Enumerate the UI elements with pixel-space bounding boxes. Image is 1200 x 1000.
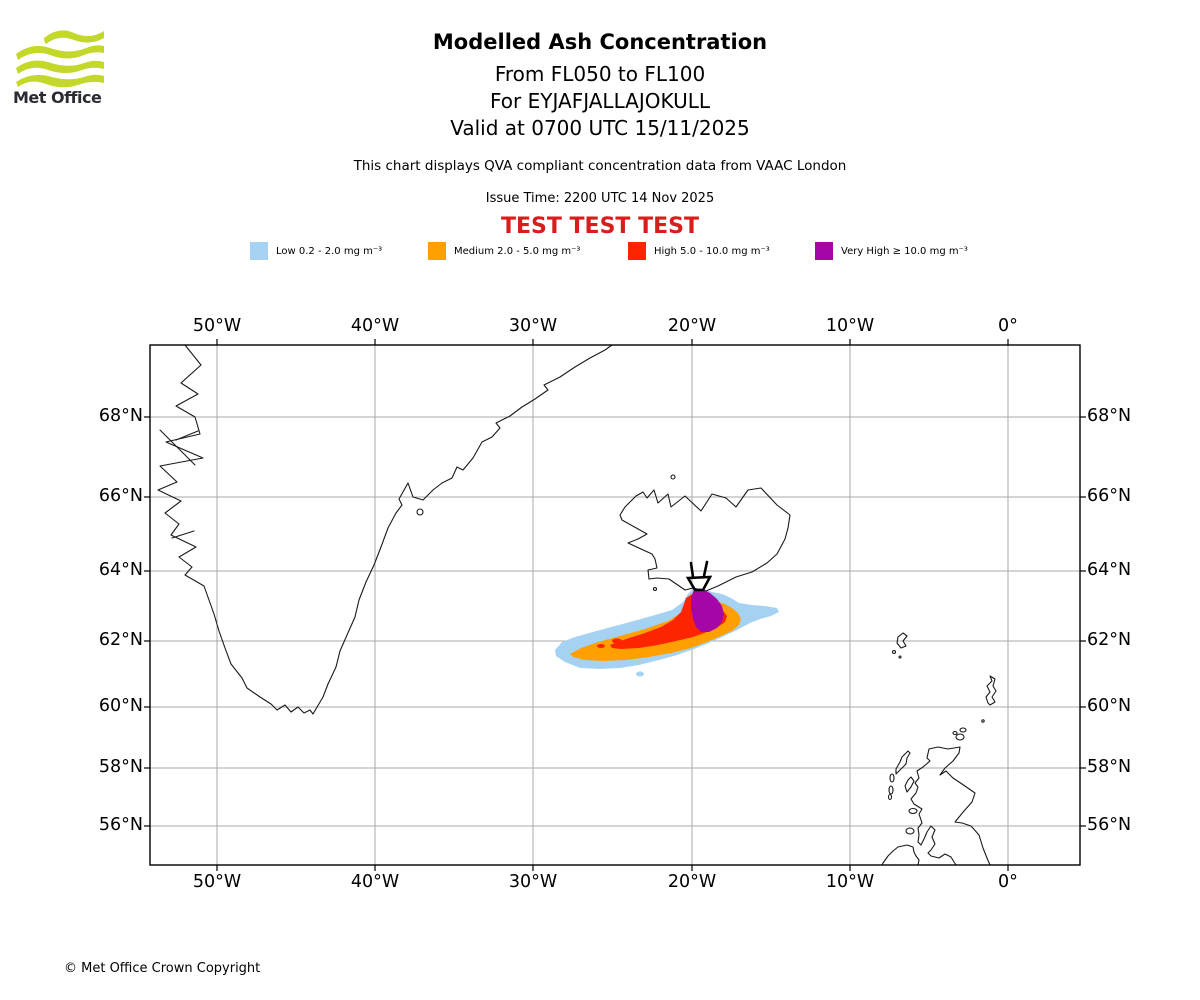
- lat-label-left-56n: 56°N: [98, 815, 143, 835]
- volcano-icon: [685, 560, 713, 592]
- lon-label-top-50w: 50°W: [192, 316, 242, 336]
- qva-note: This chart displays QVA compliant concen…: [353, 158, 847, 174]
- lat-label-right-62n: 62°N: [1087, 630, 1132, 650]
- lat-label-left-68n: 68°N: [98, 406, 143, 426]
- lat-label-right-68n: 68°N: [1087, 406, 1132, 426]
- lon-label-top-40w: 40°W: [350, 316, 400, 336]
- ash-high-speck-1: [597, 644, 605, 648]
- lon-label-bottom-30w: 30°W: [508, 872, 558, 892]
- lat-label-right-58n: 58°N: [1087, 757, 1132, 777]
- graticule-grid: [150, 345, 1080, 865]
- faroe-islands: [896, 632, 908, 649]
- legend-label-medium: Medium 2.0 - 5.0 mg m⁻³: [454, 246, 581, 257]
- shetland-island: [985, 675, 997, 706]
- ash-very-high-polygon: [691, 589, 724, 632]
- axis-ticks: [144, 339, 1086, 871]
- legend-label-high: High 5.0 - 10.0 mg m⁻³: [654, 246, 770, 257]
- iceland-coastline: [619, 487, 791, 592]
- lewis-harris-island: [895, 750, 911, 775]
- lon-label-bottom-50w: 50°W: [192, 872, 242, 892]
- legend-swatch-high: [628, 242, 646, 260]
- subtitle-flight-levels: From FL050 to FL100: [494, 62, 706, 86]
- copyright-notice: © Met Office Crown Copyright: [64, 961, 261, 976]
- page-title: Modelled Ash Concentration: [432, 30, 768, 54]
- east-greenland-island: [416, 508, 424, 516]
- lat-label-left-66n: 66°N: [98, 486, 143, 506]
- lon-label-bottom-40w: 40°W: [350, 872, 400, 892]
- mull-island: [908, 807, 918, 815]
- test-banner: TEST TEST TEST: [501, 214, 699, 239]
- legend-swatch-medium: [428, 242, 446, 260]
- lon-label-top-30w: 30°W: [508, 316, 558, 336]
- subtitle-volcano: For EYJAFJALLAJOKULL: [490, 89, 710, 113]
- greenland-coastline: [157, 344, 613, 715]
- greenland-fjord-lines: [159, 429, 199, 539]
- issue-time: Issue Time: 2200 UTC 14 Nov 2025: [485, 191, 715, 206]
- faroe-islet-2: [898, 655, 902, 659]
- lon-label-bottom-0: 0°: [998, 872, 1018, 892]
- fair-isle: [981, 719, 985, 723]
- lon-label-bottom-10w: 10°W: [825, 872, 875, 892]
- barra-island: [887, 793, 893, 801]
- ash-plume: [555, 588, 779, 677]
- westman-islet: [652, 586, 658, 592]
- iceland-north-islet: [670, 474, 676, 480]
- uist-island: [889, 773, 895, 783]
- skye-island: [904, 776, 915, 793]
- lon-label-bottom-20w: 20°W: [667, 872, 717, 892]
- lat-label-left-62n: 62°N: [98, 630, 143, 650]
- scotland-coastline: [910, 746, 991, 866]
- lon-label-top-10w: 10°W: [825, 316, 875, 336]
- met-office-logo-text: Met Office: [13, 88, 102, 107]
- orkney-island-3: [952, 730, 958, 736]
- faroe-islet-1: [891, 649, 897, 655]
- met-office-logo-icon: [16, 30, 104, 88]
- legend-swatch-very-high: [815, 242, 833, 260]
- benbecula-island: [888, 785, 894, 795]
- lon-label-top-0: 0°: [998, 316, 1018, 336]
- map-canvas: [144, 339, 1086, 871]
- northern-ireland-coastline: [881, 844, 920, 866]
- lat-label-left-58n: 58°N: [98, 757, 143, 777]
- ash-high-speck-2: [612, 638, 622, 644]
- ash-low-speck: [636, 671, 644, 677]
- legend-label-very-high: Very High ≥ 10.0 mg m⁻³: [841, 246, 968, 257]
- lat-label-right-64n: 64°N: [1087, 560, 1132, 580]
- map-frame: [144, 339, 1086, 871]
- legend-swatch-low: [250, 242, 268, 260]
- orkney-island-1: [955, 733, 965, 741]
- lat-label-right-56n: 56°N: [1087, 815, 1132, 835]
- lat-label-left-64n: 64°N: [98, 560, 143, 580]
- islay-island: [905, 827, 915, 835]
- lat-label-right-60n: 60°N: [1087, 696, 1132, 716]
- coastlines: [157, 344, 997, 866]
- legend-label-low: Low 0.2 - 2.0 mg m⁻³: [276, 246, 383, 257]
- lat-label-left-60n: 60°N: [98, 696, 143, 716]
- orkney-island-2: [959, 727, 967, 733]
- subtitle-valid-time: Valid at 0700 UTC 15/11/2025: [450, 116, 750, 140]
- lat-label-right-66n: 66°N: [1087, 486, 1132, 506]
- lon-label-top-20w: 20°W: [667, 316, 717, 336]
